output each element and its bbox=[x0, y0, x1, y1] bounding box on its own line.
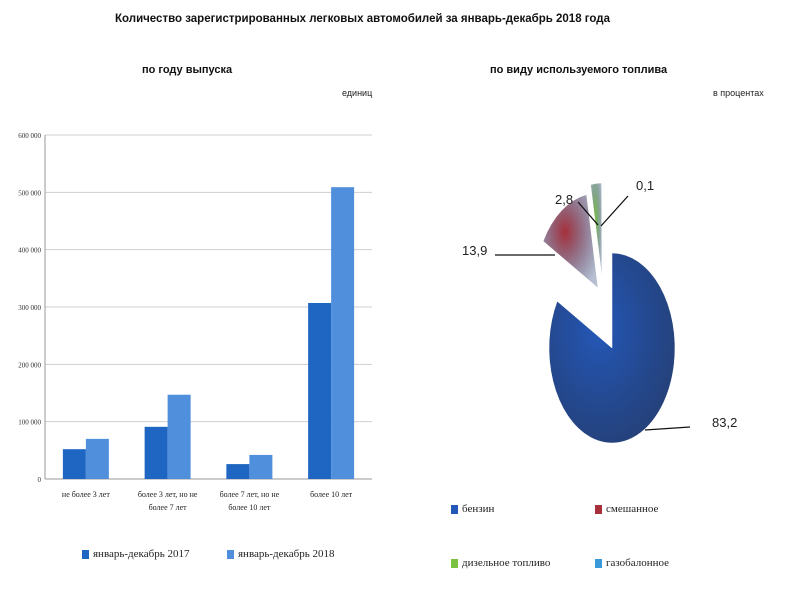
bar-2018 bbox=[85, 438, 109, 479]
bar-2017 bbox=[308, 302, 332, 479]
x-tick-label: более 3 лет, но не bbox=[138, 490, 198, 499]
y-tick-label: 600 000 bbox=[18, 132, 41, 140]
pie-chart-title: по виду используемого топлива bbox=[490, 64, 668, 76]
x-tick-label: не более 3 лет bbox=[62, 490, 110, 499]
legend-label: дизельное топливо bbox=[462, 557, 551, 569]
legend-item-diesel: дизельное топливо bbox=[451, 557, 550, 569]
data-label-gas: 0,1 bbox=[636, 178, 654, 193]
legend-label: газобалонное bbox=[606, 557, 670, 569]
bar-chart-title: по году выпуска bbox=[142, 64, 233, 76]
legend-label: смешанное bbox=[606, 503, 659, 515]
legend-swatch bbox=[595, 504, 602, 514]
data-label-diesel: 2,8 bbox=[555, 192, 573, 207]
legend-item-mixed: смешанное bbox=[595, 503, 658, 515]
legend-swatch bbox=[227, 549, 234, 559]
legend-item-2018: январь-декабрь 2018 bbox=[227, 548, 334, 560]
legend-swatch bbox=[451, 504, 458, 514]
legend-swatch bbox=[82, 549, 89, 559]
y-tick-label: 500 000 bbox=[18, 189, 41, 197]
bar-2018 bbox=[167, 394, 191, 479]
bar-2017 bbox=[62, 449, 86, 479]
x-tick-label: более 10 лет bbox=[310, 490, 353, 499]
y-tick-label: 100 000 bbox=[18, 419, 41, 427]
x-tick-label: более 7 лет bbox=[149, 503, 188, 512]
slice-benzin bbox=[548, 252, 676, 444]
legend-label: бензин bbox=[462, 503, 495, 515]
x-tick-label: более 7 лет, но не bbox=[220, 490, 280, 499]
y-tick-label: 400 000 bbox=[18, 247, 41, 255]
legend-label: январь-декабрь 2018 bbox=[238, 548, 335, 560]
legend-item-benzin: бензин bbox=[451, 503, 494, 515]
bar-chart-unit: единиц bbox=[342, 88, 373, 98]
legend-swatch bbox=[595, 558, 602, 568]
legend-swatch bbox=[451, 558, 458, 568]
y-tick-label: 300 000 bbox=[18, 304, 41, 312]
legend-item-gas: газобалонное bbox=[595, 557, 669, 569]
bar-2018 bbox=[249, 454, 273, 479]
x-tick-label: более 10 лет bbox=[228, 503, 271, 512]
pie-chart-unit: в процентах bbox=[713, 88, 764, 98]
slice-mixed bbox=[542, 194, 599, 289]
y-tick-label: 200 000 bbox=[18, 361, 41, 369]
data-label-mixed: 13,9 bbox=[462, 243, 487, 258]
bar-2018 bbox=[331, 187, 355, 479]
leader-line bbox=[577, 201, 599, 226]
legend-item-2017: январь-декабрь 2017 bbox=[82, 548, 189, 560]
y-tick-label: 0 bbox=[38, 476, 42, 484]
figure-title: Количество зарегистрированных легковых а… bbox=[115, 13, 611, 25]
bar-2017 bbox=[144, 426, 168, 479]
data-label-benzin: 83,2 bbox=[712, 415, 737, 430]
slice-diesel bbox=[590, 182, 603, 279]
bar-2017 bbox=[226, 464, 250, 479]
leader-line bbox=[600, 195, 629, 227]
leader-line bbox=[644, 426, 691, 431]
legend-label: январь-декабрь 2017 bbox=[93, 548, 190, 560]
